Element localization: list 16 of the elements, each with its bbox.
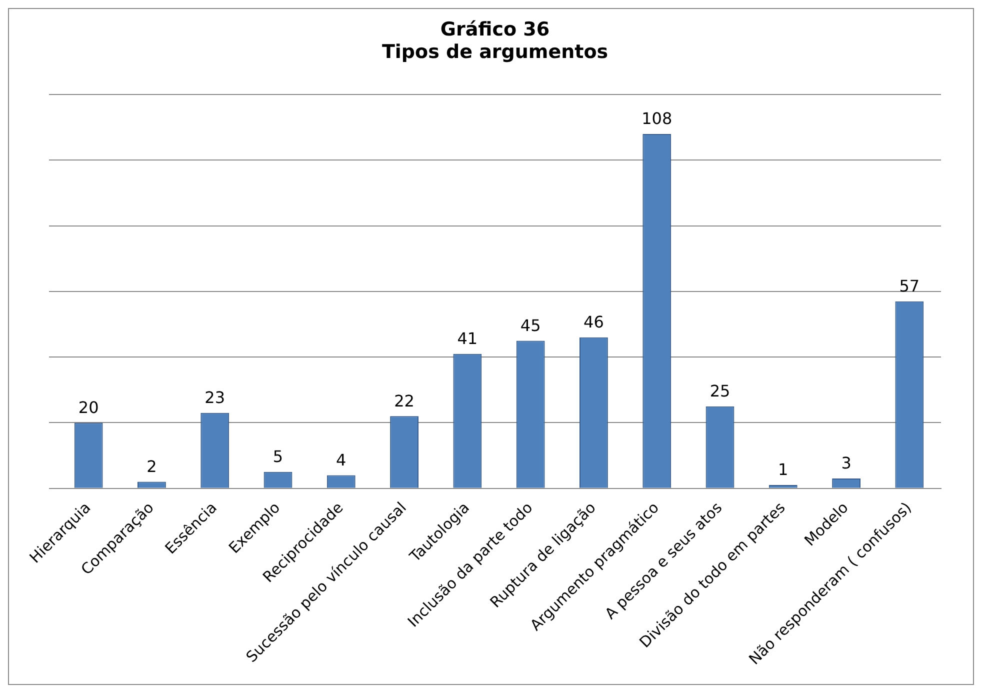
data-label: 46 [584,312,604,332]
chart-title: Gráfico 36 [440,18,550,40]
data-label: 45 [520,316,541,335]
data-label: 23 [204,388,226,408]
data-label: 25 [710,381,730,400]
data-label: 3 [841,454,852,473]
data-label: 4 [336,450,346,470]
data-label: 20 [78,398,99,417]
chart-subtitle: Tipos de argumentos [382,41,608,64]
data-label: 108 [642,109,672,128]
data-label: 41 [457,328,478,348]
data-label: 1 [778,460,788,480]
data-label: 5 [272,447,284,466]
data-label: 57 [899,276,920,296]
data-label: 2 [146,456,157,476]
data-label: 22 [394,391,414,410]
